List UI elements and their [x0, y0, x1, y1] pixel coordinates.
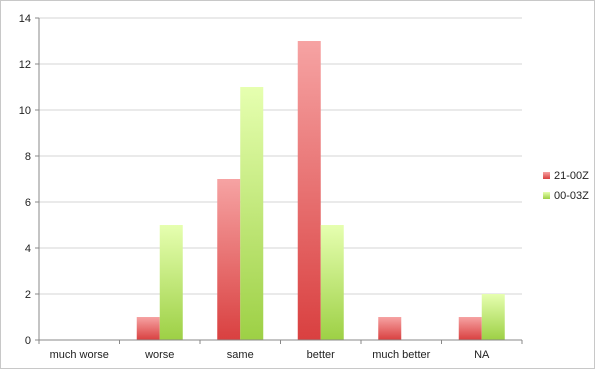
y-tick-label: 10 — [19, 105, 31, 117]
axes: 0 2 4 6 8 10 12 14 much worse worse same better much… — [19, 13, 523, 361]
x-category-label: NA — [474, 349, 490, 361]
y-tick-label: 6 — [25, 197, 31, 209]
bar-00-03Z-NA — [481, 294, 505, 340]
legend-label: 00-03Z — [554, 190, 589, 202]
legend-swatch — [543, 192, 550, 199]
legend-swatch — [543, 172, 550, 179]
legend: 21-00Z 00-03Z — [543, 170, 589, 202]
bar-21-00Z-worse — [136, 317, 160, 340]
bar-21-00Z-better — [297, 41, 321, 340]
legend-label: 21-00Z — [554, 170, 589, 182]
x-category-label: same — [227, 349, 254, 361]
x-category-label: better — [307, 349, 335, 361]
y-tick-label: 4 — [25, 243, 31, 255]
gridlines — [39, 17, 522, 295]
bar-00-03Z-same — [240, 87, 264, 340]
x-category-label: worse — [144, 349, 174, 361]
y-tick-label: 0 — [25, 335, 31, 347]
bar-21-00Z-much-better — [378, 317, 402, 340]
bar-21-00Z-NA — [458, 317, 482, 340]
bar-00-03Z-worse — [159, 225, 183, 340]
x-category-label: much worse — [50, 349, 109, 361]
x-category-label: much better — [372, 349, 430, 361]
y-tick-label: 2 — [25, 289, 31, 301]
bars — [136, 41, 505, 340]
y-tick-label: 14 — [19, 13, 31, 25]
bar-00-03Z-better — [320, 225, 344, 340]
bar-21-00Z-same — [217, 179, 241, 340]
y-tick-label: 12 — [19, 59, 31, 71]
y-tick-label: 8 — [25, 151, 31, 163]
